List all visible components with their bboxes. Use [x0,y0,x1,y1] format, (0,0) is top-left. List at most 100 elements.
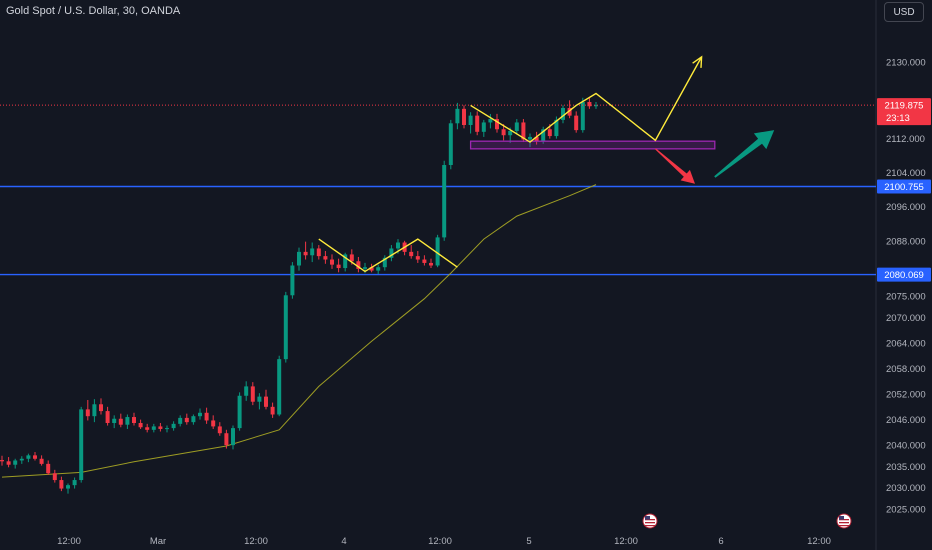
us-flag-icon[interactable] [642,513,658,529]
candle [217,426,222,434]
y-tick-label: 2088.000 [886,236,926,247]
x-tick-label: 5 [526,536,531,547]
candle [475,115,480,132]
candle [125,417,130,425]
candle [204,412,209,421]
x-tick-label: 12:00 [428,536,452,547]
candle [349,254,354,262]
candle [79,409,84,481]
candle [442,165,447,238]
candle [178,417,183,424]
candle [257,396,262,402]
candle [363,267,367,269]
candle [277,359,282,415]
candle [158,426,163,429]
candle [462,108,466,126]
candle [501,129,506,136]
candle [171,423,176,429]
candle [369,267,374,271]
candle [39,458,44,464]
x-tick-label: 12:00 [57,536,81,547]
candle [85,409,90,417]
candle [316,248,321,257]
candle [270,406,275,415]
price-label-bg [877,267,931,282]
candle [303,251,308,256]
x-tick-label: 12:00 [614,536,638,547]
candle [561,107,565,120]
y-tick-label: 2040.000 [886,441,926,452]
candle [376,267,381,271]
candle [382,257,387,268]
candle [508,130,513,136]
candle [343,254,348,269]
candle [26,455,31,459]
candle [237,395,242,429]
y-tick-label: 2075.000 [886,292,926,303]
candle [112,418,117,424]
y-tick-label: 2096.000 [886,202,926,213]
candle [52,473,57,481]
candle [521,122,526,140]
candle [105,411,110,424]
y-tick-label: 2064.000 [886,338,926,349]
y-tick-label: 2130.000 [886,58,926,69]
price-label-bg [877,179,931,194]
candle [422,259,427,263]
candle [455,108,460,124]
price-label: 2080.069 [884,270,924,281]
candle [264,396,268,407]
candle [396,242,400,249]
candle [587,102,592,107]
candle [290,265,295,296]
candle [250,386,255,402]
candle [92,404,97,417]
moving-average-line [1,184,597,478]
zigzag-arrow-head [692,55,703,68]
candle [514,122,519,131]
candle [19,458,24,461]
candle [481,122,486,132]
candle [297,251,301,266]
candle [594,105,598,107]
y-tick-label: 2030.000 [886,483,926,494]
currency-button[interactable]: USD [884,2,924,22]
current-price-label-bg [877,98,931,126]
price-label: 2100.755 [884,182,924,193]
candle [191,416,196,423]
candle [283,295,288,360]
candle [33,455,37,459]
bar-countdown: 23:13 [886,113,910,124]
zigzag-pattern-right [470,56,703,143]
candle [0,460,4,462]
y-tick-label: 2052.000 [886,390,926,401]
candle [330,259,334,265]
candle [448,123,453,166]
candle [198,412,202,417]
candle [534,136,539,142]
candle [310,248,315,256]
candle [118,418,123,425]
candle [99,404,103,412]
x-tick-label: 6 [718,536,723,547]
candle [429,262,433,266]
candle [6,461,11,465]
candle [66,485,70,489]
us-flag-icon[interactable] [836,513,852,529]
candle [211,420,216,427]
zigzag-pattern-left [318,238,458,273]
bullish-arrow [714,130,775,178]
candle [468,115,473,126]
x-tick-label: 4 [341,536,346,547]
candle [574,115,579,131]
candle [184,417,189,423]
candle [389,248,394,258]
candle [224,433,229,446]
bearish-arrow [655,148,695,184]
y-tick-label: 2046.000 [886,415,926,426]
candle [554,119,559,137]
current-price-label: 2119.875 [885,101,924,112]
candle [151,426,156,430]
candle [59,480,64,489]
